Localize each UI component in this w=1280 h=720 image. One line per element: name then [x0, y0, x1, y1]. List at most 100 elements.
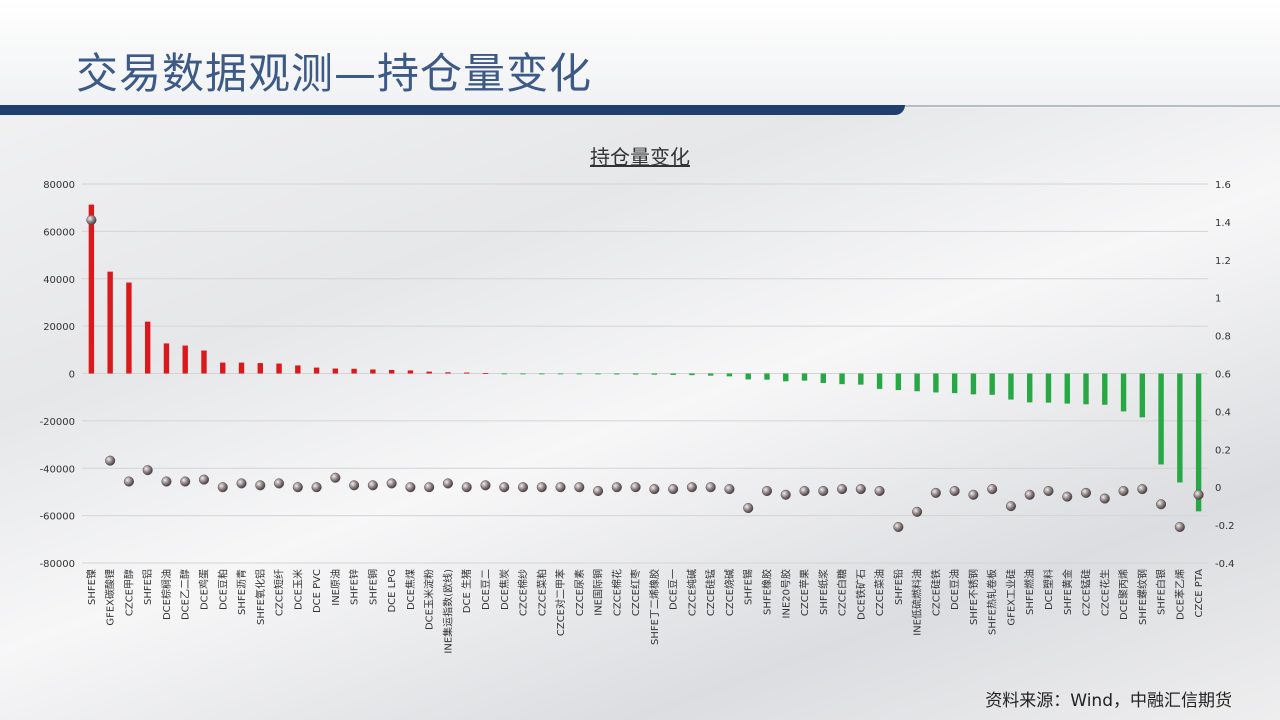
data-point	[1156, 499, 1167, 510]
data-point	[1024, 489, 1035, 500]
bar	[126, 282, 132, 374]
x-tick-label: DCE PVC	[312, 569, 323, 613]
data-point	[1005, 501, 1017, 512]
x-tick-label: DCE焦炭	[498, 569, 511, 610]
data-point	[855, 484, 866, 495]
data-point	[1174, 521, 1185, 533]
data-point	[724, 484, 735, 495]
bar	[257, 363, 263, 374]
x-tick-label: DCE LPG	[387, 569, 398, 613]
data-point	[799, 485, 810, 497]
bar	[595, 373, 601, 375]
data-point	[292, 482, 303, 493]
x-tick-label: CZCE锰硅	[1080, 569, 1093, 616]
bar	[726, 373, 733, 377]
data-point	[743, 502, 754, 514]
data-point	[930, 487, 941, 498]
x-tick-label: CZCE对二甲苯	[554, 569, 567, 636]
bar	[88, 204, 95, 374]
data-point	[574, 482, 585, 493]
data-point	[386, 478, 397, 489]
bar	[707, 373, 714, 376]
data-point	[424, 482, 435, 493]
bar	[689, 373, 695, 376]
bar	[1008, 373, 1014, 400]
data-point	[405, 482, 416, 493]
bar	[632, 373, 639, 375]
bar	[764, 373, 770, 380]
x-tick-label: DCE玉米	[291, 569, 304, 610]
data-point	[593, 485, 604, 497]
bar	[1102, 373, 1108, 405]
x-tick-label: CZCE纯碱	[685, 569, 698, 616]
data-point	[442, 478, 454, 489]
bar	[464, 372, 470, 374]
x-tick-label: INE原油	[329, 569, 342, 606]
x-tick-label: CZCE红枣	[629, 569, 642, 616]
x-tick-label: CZCE花生	[1098, 569, 1111, 616]
data-point	[611, 482, 622, 493]
x-tick-label: DCE铁矿石	[854, 569, 867, 620]
bar	[951, 373, 958, 394]
x-tick-label: CZCE苹果	[798, 569, 811, 616]
y-tick-label: -40000	[40, 464, 75, 475]
x-tick-label: DCE豆一	[668, 569, 680, 610]
bar	[520, 373, 526, 375]
bar	[1195, 373, 1202, 512]
data-point	[555, 482, 566, 493]
bar	[895, 373, 902, 391]
x-tick-label: GFEX碳酸锂	[104, 569, 117, 626]
x-tick-label: SHFE螺纹钢	[1136, 569, 1149, 625]
x-tick-label: CZCE短纤	[273, 569, 286, 616]
chart-title-wrap: 持仓量变化	[0, 141, 1280, 170]
y-tick-label: -60000	[40, 512, 75, 523]
bar	[1083, 373, 1089, 405]
bar	[801, 373, 808, 381]
bar	[858, 373, 864, 385]
y-tick-label: 80000	[43, 180, 75, 191]
page-title: 交易数据观测—持仓量变化	[76, 49, 593, 98]
data-point	[893, 521, 904, 533]
data-point	[198, 474, 210, 485]
data-point	[1137, 484, 1148, 495]
y2-tick-label: 0.6	[1215, 370, 1231, 381]
y-tick-label: 0	[69, 370, 75, 381]
data-point	[180, 476, 191, 487]
data-point	[236, 478, 247, 489]
bar	[1177, 373, 1183, 483]
x-tick-label: DCE鸡蛋	[197, 569, 210, 610]
data-point	[330, 472, 341, 483]
x-tick-label: GFEX工业硅	[1004, 569, 1017, 626]
bar	[370, 369, 376, 374]
data-point	[837, 484, 848, 495]
data-point	[1043, 485, 1054, 497]
data-point	[123, 476, 134, 487]
data-point	[480, 480, 491, 491]
x-tick-label: DCE玉米淀粉	[423, 569, 436, 630]
data-point	[949, 485, 960, 497]
x-tick-label: INE集运指数(欧线)	[441, 569, 454, 654]
x-tick-label: DCE豆油	[948, 569, 961, 610]
bar	[839, 373, 845, 385]
bar	[933, 373, 939, 393]
x-tick-label: CZCE棉纱	[517, 569, 530, 616]
y2-tick-label: 1	[1215, 294, 1221, 305]
y-tick-label: 20000	[43, 322, 75, 333]
data-point	[1062, 491, 1073, 502]
y-tick-label: -20000	[40, 417, 75, 428]
x-tick-label: CZCE菜油	[873, 569, 886, 616]
y2-tick-label: 1.2	[1215, 256, 1231, 267]
bar	[970, 373, 977, 395]
header-band	[0, 0, 1280, 108]
y2-tick-label: 0.2	[1215, 445, 1231, 456]
bar	[1027, 373, 1033, 403]
data-point	[987, 484, 998, 495]
x-tick-label: SHFE镍	[85, 569, 98, 605]
x-tick-label: CZCE硅锰	[704, 569, 717, 616]
x-tick-label: INE20号胶	[779, 569, 792, 618]
data-point	[668, 484, 679, 495]
data-point	[1193, 489, 1204, 500]
x-tick-label: SHFE铝	[142, 569, 154, 605]
data-point	[499, 482, 510, 493]
